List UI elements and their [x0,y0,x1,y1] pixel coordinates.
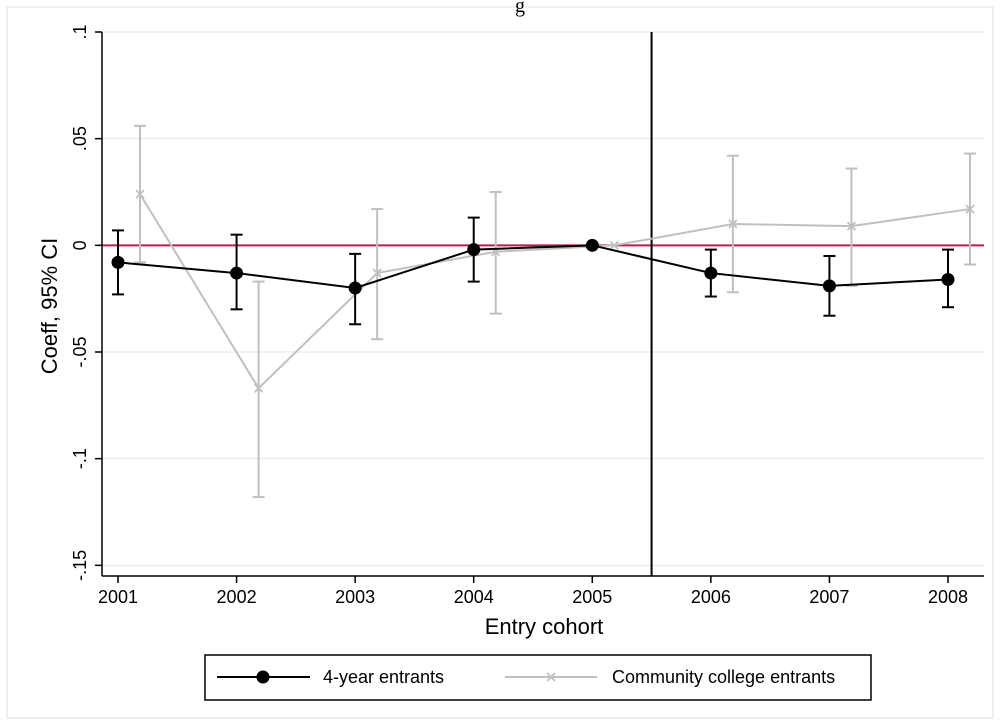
chart-title: g [515,0,525,17]
legend-box [204,654,872,701]
legend: 4-year entrants Community college entrant… [204,654,872,701]
data-point [941,272,955,286]
data-point [348,281,362,295]
data-point [822,279,836,293]
data-point [135,189,145,199]
series-line [117,244,949,290]
y-tick-label: -.05 [70,336,90,367]
legend-label-community-college: Community college entrants [612,667,835,687]
x-tick-label: 2006 [691,587,731,607]
legend-label-four-year: 4-year entrants [323,667,444,687]
data-point [728,219,738,229]
chart-frame [6,6,994,719]
data-point [965,204,975,214]
data-point [253,383,264,393]
data-point [585,238,599,252]
legend-marker-community-college [546,672,556,682]
series-four-year-entrants [111,216,955,326]
y-axis-title: Coeff, 95% CI [37,238,62,375]
series-community-college-entrants [134,124,976,499]
x-tick-label: 2008 [928,587,968,607]
reference-lines [102,32,984,576]
y-tick-label: 0 [70,240,90,250]
data-point [609,240,619,250]
x-tick-label: 2004 [454,587,494,607]
series-line [139,193,971,390]
y-tick-label: -.1 [70,448,90,469]
data-point [111,255,125,269]
x-tick-label: 2007 [809,587,849,607]
y-tick-label: .1 [70,24,90,39]
data-point [467,243,481,257]
series [111,124,976,499]
y-tick-label: .05 [70,126,90,151]
y-tick-label: -.15 [70,550,90,581]
x-tick-label: 2002 [217,587,257,607]
data-point [846,221,857,231]
x-tick-label: 2005 [572,587,612,607]
x-tick-label: 2003 [335,587,375,607]
axes: .1 .05 0 -.05 -.1 -.15 2001 2002 2003 2004 2005 200… [70,24,984,607]
x-axis-title: Entry cohort [485,614,604,639]
data-point [230,266,244,280]
data-point [372,268,382,278]
x-tick-label: 2001 [98,587,138,607]
legend-marker-four-year [256,670,270,684]
data-point [704,266,718,280]
